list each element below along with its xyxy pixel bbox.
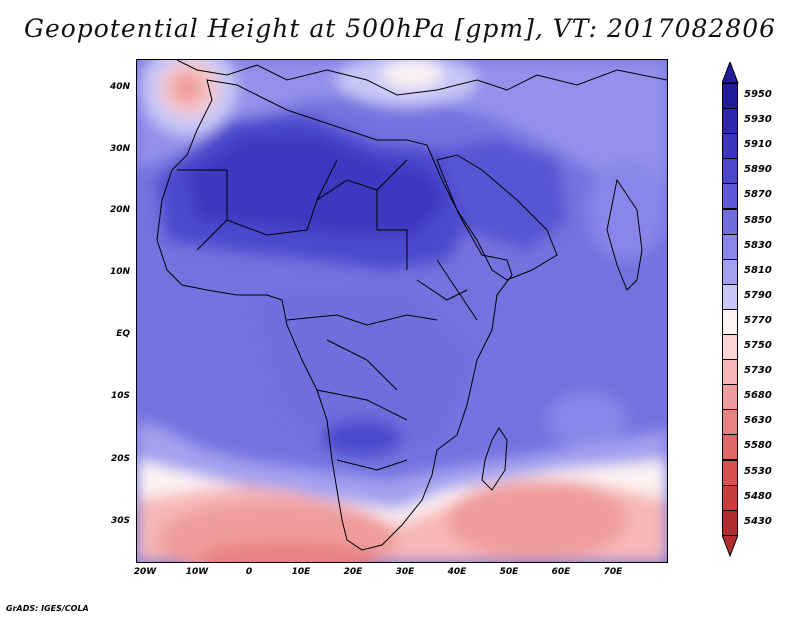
colorbar-cell-5730 (722, 359, 738, 386)
lon-label-20w: 20W (133, 567, 157, 577)
colorbar: 5950 5930 5910 5890 5870 5850 5830 5810 5790 5770… (722, 62, 772, 557)
colorbar-label-5430: 5430 (744, 515, 772, 527)
colorbar-cell-5580 (722, 434, 738, 461)
grads-credit: GrADS: IGES/COLA (6, 604, 89, 613)
colorbar-cell-5910 (722, 133, 738, 160)
lat-label-eq: EQ (116, 329, 130, 339)
lon-label-70e: 70E (603, 567, 623, 577)
europe-coast (176, 60, 667, 96)
colorbar-label-5580: 5580 (744, 440, 772, 452)
colorbar-label-5810: 5810 (744, 264, 772, 276)
colorbar-label-5730: 5730 (744, 365, 772, 377)
central-borders (286, 314, 438, 471)
lon-label-20e: 20E (343, 567, 363, 577)
map-panel (136, 59, 668, 563)
colorbar-label-5750: 5750 (744, 340, 772, 351)
lat-label-20s: 20S (110, 454, 130, 464)
colorbar-arrow-top (722, 62, 739, 84)
colorbar-cell-5750 (722, 334, 738, 361)
colorbar-label-5830: 5830 (744, 239, 772, 251)
contour-indian-ocean-light (547, 392, 627, 448)
contour-central-africa (257, 290, 467, 450)
lon-label-10w: 10W (185, 567, 209, 577)
contour-turkey-white (382, 60, 442, 88)
lon-label-60e: 60E (551, 567, 571, 577)
sahara-borders (177, 159, 408, 270)
colorbar-cell-5790 (722, 283, 738, 310)
colorbar-cell-5480 (722, 484, 738, 511)
colorbar-label-5790: 5790 (744, 289, 772, 301)
contour-north-light (137, 60, 667, 220)
colorbar-label-5850: 5850 (744, 214, 772, 226)
colorbar-cell-5890 (722, 158, 738, 185)
colorbar-cell-5430 (722, 509, 738, 536)
colorbar-label-5950: 5950 (744, 89, 772, 100)
colorbar-cell-5870 (722, 183, 738, 210)
lat-label-10s: 10S (110, 391, 130, 401)
lat-label-40n: 40N (109, 82, 130, 92)
contour-south-red-core (197, 542, 377, 562)
contour-arabian-sea-light (587, 160, 667, 260)
lon-label-0: 0 (245, 567, 253, 577)
contour-south-red-east (447, 480, 627, 560)
lon-label-10e: 10E (291, 567, 311, 577)
colorbar-label-5890: 5890 (744, 164, 772, 176)
height-field-map (137, 60, 667, 562)
colorbar-cell-5630 (722, 409, 738, 436)
colorbar-label-5630: 5630 (744, 415, 772, 427)
colorbar-label-5870: 5870 (744, 189, 772, 201)
madagascar (481, 427, 508, 491)
colorbar-label-5680: 5680 (744, 390, 772, 402)
colorbar-label-5530: 5530 (744, 465, 772, 477)
colorbar-cell-5680 (722, 384, 738, 411)
colorbar-label-5770: 5770 (744, 314, 772, 326)
lat-label-30n: 30N (109, 144, 130, 154)
contour-iberia-low-core (171, 72, 203, 104)
colorbar-cell-5530 (722, 459, 738, 486)
colorbar-cell-5950 (722, 83, 738, 110)
contour-southern-africa-high (322, 420, 402, 456)
contour-arabia-high (437, 140, 567, 250)
contour-sahara-core (187, 135, 447, 235)
map-title: Geopotential Height at 500hPa [gpm], VT:… (23, 14, 777, 43)
lon-label-40e: 40E (447, 567, 467, 577)
colorbar-cell-5810 (722, 258, 738, 285)
colorbar-label-5930: 5930 (744, 114, 772, 126)
arabia-coastline (436, 154, 558, 281)
lat-label-10n: 10N (109, 267, 130, 277)
colorbar-cell-5850 (722, 208, 738, 235)
colorbar-cell-5930 (722, 108, 738, 135)
colorbar-label-5910: 5910 (744, 139, 772, 151)
colorbar-arrow-bottom (722, 535, 739, 557)
lat-label-30s: 30S (110, 516, 130, 526)
colorbar-label-5480: 5480 (744, 490, 772, 502)
india-coast (606, 178, 643, 291)
lat-label-20n: 20N (109, 205, 130, 215)
east-borders (416, 259, 478, 321)
colorbar-cell-5770 (722, 308, 738, 335)
africa-coastline (156, 79, 513, 551)
height-contours (137, 60, 667, 562)
lon-label-30e: 30E (395, 567, 415, 577)
lon-label-50e: 50E (499, 567, 519, 577)
coastlines-and-borders (156, 60, 667, 551)
colorbar-cell-5830 (722, 233, 738, 260)
